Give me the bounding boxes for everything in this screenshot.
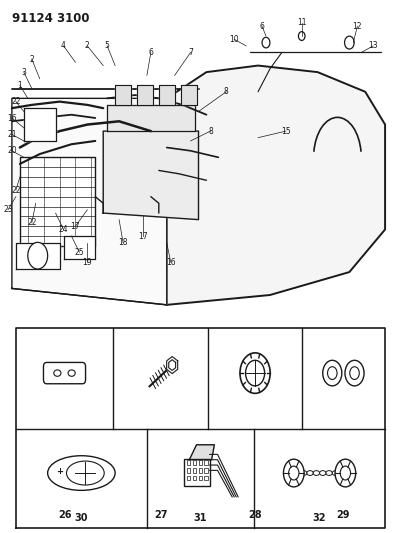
Polygon shape xyxy=(167,66,385,305)
Polygon shape xyxy=(167,357,178,374)
Text: 2: 2 xyxy=(85,42,90,51)
Circle shape xyxy=(335,459,356,487)
Bar xyxy=(187,468,190,472)
FancyBboxPatch shape xyxy=(43,362,85,384)
Ellipse shape xyxy=(54,370,61,376)
Text: 16: 16 xyxy=(166,258,175,266)
Text: 31: 31 xyxy=(194,513,207,523)
Text: 6: 6 xyxy=(260,22,264,31)
Ellipse shape xyxy=(332,471,339,475)
Text: 17: 17 xyxy=(71,222,80,231)
Text: 15: 15 xyxy=(281,127,291,135)
Circle shape xyxy=(28,243,48,269)
Ellipse shape xyxy=(301,471,307,475)
Bar xyxy=(187,475,190,481)
Text: 22: 22 xyxy=(11,97,21,106)
Ellipse shape xyxy=(67,461,104,485)
Text: 13: 13 xyxy=(368,42,378,51)
Polygon shape xyxy=(181,85,197,105)
Text: 12: 12 xyxy=(353,22,362,31)
Circle shape xyxy=(340,466,351,480)
Text: 4: 4 xyxy=(61,42,66,51)
Text: 18: 18 xyxy=(118,238,128,247)
Polygon shape xyxy=(12,98,167,305)
Polygon shape xyxy=(137,85,153,105)
Text: 2: 2 xyxy=(29,54,34,63)
Text: 10: 10 xyxy=(229,35,239,44)
Polygon shape xyxy=(16,243,60,269)
Text: 26: 26 xyxy=(58,510,71,520)
Polygon shape xyxy=(107,105,195,131)
Text: 30: 30 xyxy=(75,513,88,523)
Text: 32: 32 xyxy=(313,513,326,523)
Bar xyxy=(198,475,202,481)
Text: 20: 20 xyxy=(7,146,17,155)
Bar xyxy=(184,458,210,486)
Text: 28: 28 xyxy=(248,510,262,520)
Circle shape xyxy=(328,367,337,379)
Circle shape xyxy=(262,37,270,48)
Text: 91124 3100: 91124 3100 xyxy=(12,12,89,25)
Circle shape xyxy=(283,459,304,487)
Text: 11: 11 xyxy=(297,19,306,27)
Bar xyxy=(198,468,202,472)
Bar xyxy=(187,459,190,464)
Ellipse shape xyxy=(68,370,75,376)
Bar xyxy=(204,459,208,464)
Polygon shape xyxy=(64,236,95,259)
Text: +: + xyxy=(56,467,63,476)
Bar xyxy=(193,468,196,472)
Polygon shape xyxy=(103,131,198,220)
Text: 17: 17 xyxy=(138,231,148,240)
Circle shape xyxy=(350,367,359,379)
Polygon shape xyxy=(189,445,214,459)
Text: 19: 19 xyxy=(83,258,92,266)
Text: 5: 5 xyxy=(105,42,110,51)
Text: 24: 24 xyxy=(59,225,68,234)
Bar xyxy=(193,459,196,464)
Circle shape xyxy=(245,360,264,386)
Ellipse shape xyxy=(320,471,326,475)
Text: 3: 3 xyxy=(21,68,26,77)
Polygon shape xyxy=(20,157,95,246)
Text: 23: 23 xyxy=(3,205,13,214)
Ellipse shape xyxy=(307,471,313,475)
Polygon shape xyxy=(169,360,175,370)
Bar xyxy=(204,475,208,481)
Polygon shape xyxy=(115,85,131,105)
Circle shape xyxy=(289,466,299,480)
Text: 27: 27 xyxy=(154,510,168,520)
Text: 6: 6 xyxy=(148,48,153,57)
Circle shape xyxy=(345,36,354,49)
Text: 22: 22 xyxy=(11,185,21,195)
Circle shape xyxy=(240,353,270,393)
Polygon shape xyxy=(159,85,175,105)
Ellipse shape xyxy=(48,456,115,490)
Bar xyxy=(198,459,202,464)
Text: 16: 16 xyxy=(7,114,17,123)
Ellipse shape xyxy=(326,471,332,475)
Bar xyxy=(204,468,208,472)
Text: 8: 8 xyxy=(224,87,229,96)
Text: 21: 21 xyxy=(7,130,17,139)
Text: 1: 1 xyxy=(17,80,22,90)
Circle shape xyxy=(323,360,342,386)
Text: 25: 25 xyxy=(75,248,84,257)
Text: 29: 29 xyxy=(337,510,350,520)
Polygon shape xyxy=(24,108,56,141)
Bar xyxy=(193,475,196,481)
Circle shape xyxy=(345,360,364,386)
Text: 8: 8 xyxy=(208,127,213,135)
Ellipse shape xyxy=(313,471,320,475)
Text: 22: 22 xyxy=(27,219,37,228)
Text: 7: 7 xyxy=(188,48,193,57)
Circle shape xyxy=(299,31,305,41)
